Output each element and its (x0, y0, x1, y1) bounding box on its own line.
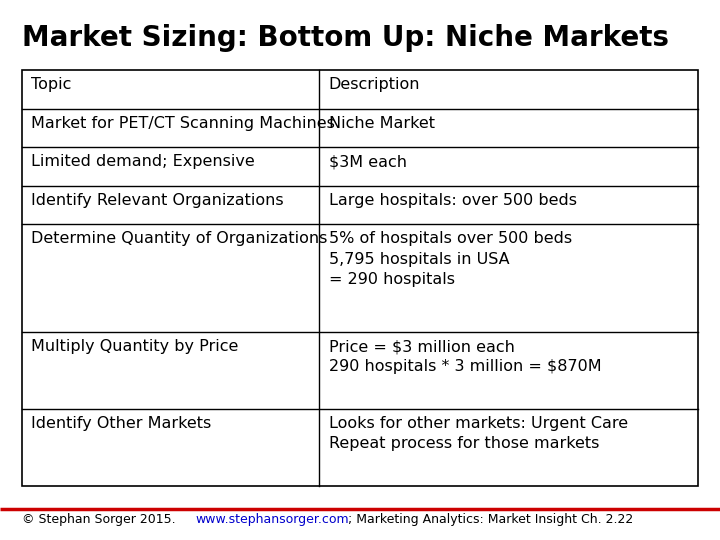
Text: Looks for other markets: Urgent Care
Repeat process for those markets: Looks for other markets: Urgent Care Rep… (329, 416, 628, 451)
Text: $3M each: $3M each (329, 154, 407, 169)
Text: Niche Market: Niche Market (329, 116, 435, 131)
Text: Topic: Topic (31, 77, 71, 92)
Text: Market Sizing: Bottom Up: Niche Markets: Market Sizing: Bottom Up: Niche Markets (22, 24, 669, 52)
Text: © Stephan Sorger 2015.: © Stephan Sorger 2015. (22, 513, 183, 526)
Text: Multiply Quantity by Price: Multiply Quantity by Price (31, 339, 238, 354)
Text: www.stephansorger.com: www.stephansorger.com (196, 513, 349, 526)
Text: Large hospitals: over 500 beds: Large hospitals: over 500 beds (329, 193, 577, 208)
Text: Description: Description (329, 77, 420, 92)
Text: Market for PET/CT Scanning Machines: Market for PET/CT Scanning Machines (31, 116, 335, 131)
Text: 5% of hospitals over 500 beds
5,795 hospitals in USA
= 290 hospitals: 5% of hospitals over 500 beds 5,795 hosp… (329, 231, 572, 287)
Text: Limited demand; Expensive: Limited demand; Expensive (31, 154, 255, 169)
Text: Price = $3 million each
290 hospitals * 3 million = $870M: Price = $3 million each 290 hospitals * … (329, 339, 601, 374)
Text: ; Marketing Analytics: Market Insight Ch. 2.22: ; Marketing Analytics: Market Insight Ch… (348, 513, 633, 526)
Text: Identify Relevant Organizations: Identify Relevant Organizations (31, 193, 284, 208)
Text: Determine Quantity of Organizations: Determine Quantity of Organizations (31, 231, 328, 246)
Text: Identify Other Markets: Identify Other Markets (31, 416, 211, 431)
